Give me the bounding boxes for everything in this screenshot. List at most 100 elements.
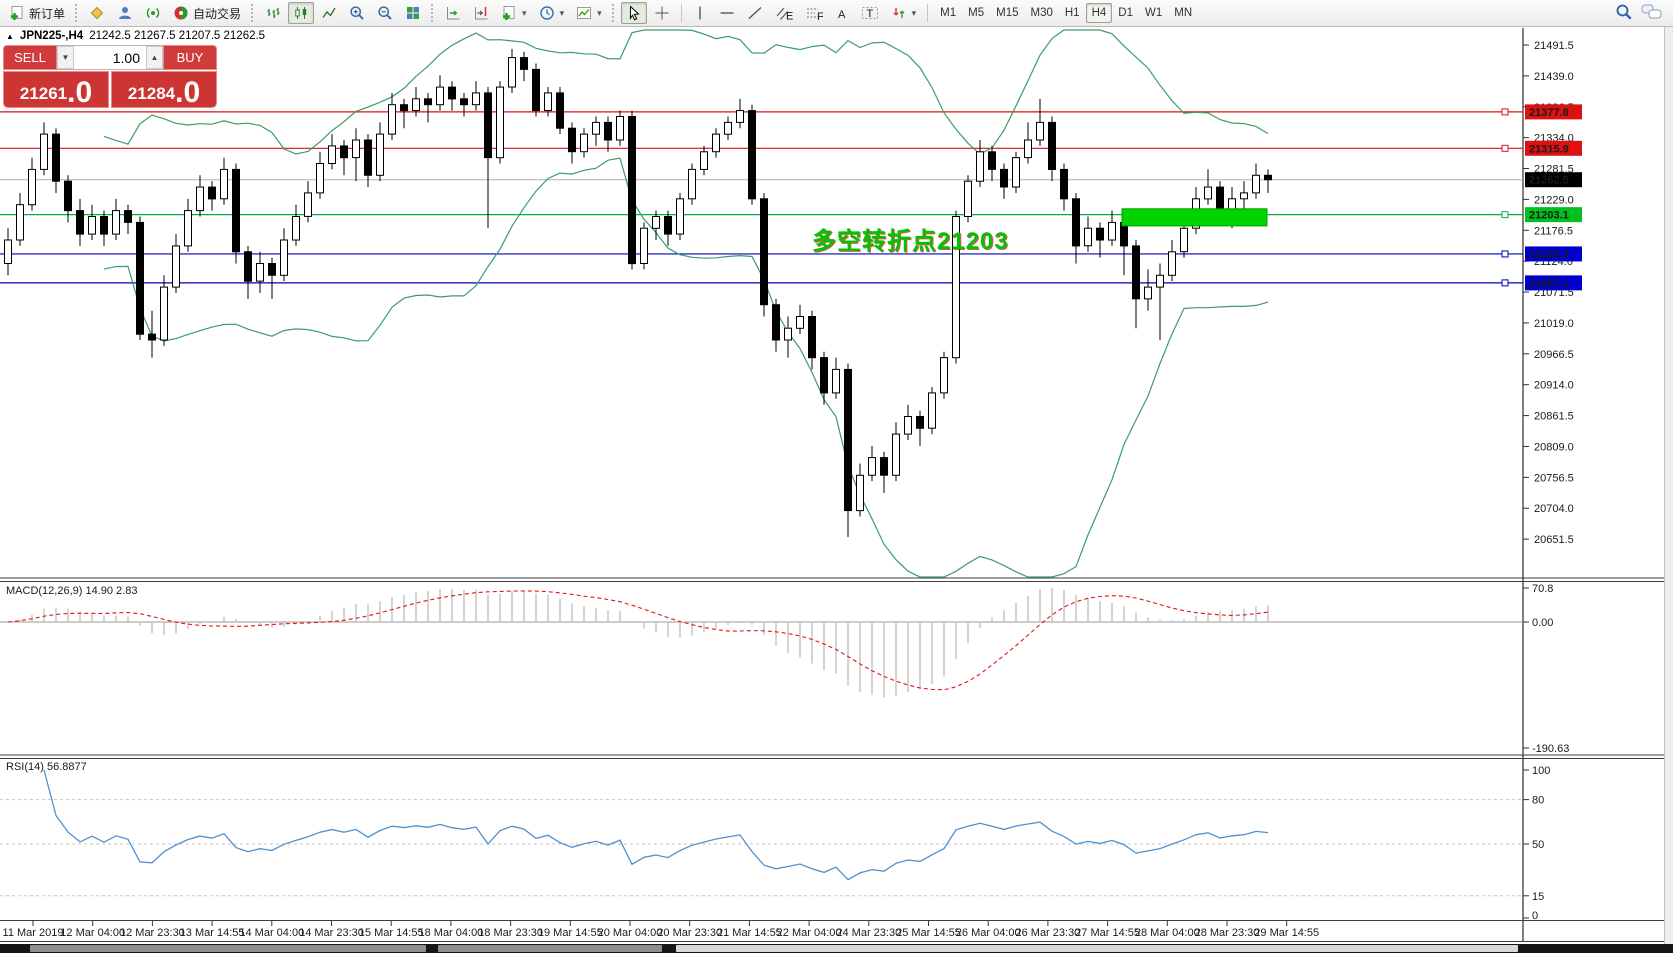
- svg-text:21136.3: 21136.3: [1529, 249, 1568, 261]
- search-icon[interactable]: [1615, 3, 1633, 24]
- crosshair-icon: [655, 6, 669, 20]
- svg-text:22 Mar 04:00: 22 Mar 04:00: [777, 927, 842, 939]
- rsi-panel[interactable]: 100 80 50 15 0: [0, 765, 1550, 922]
- volume-decrease-button[interactable]: ▼: [57, 46, 74, 69]
- line-chart-button[interactable]: [316, 2, 342, 24]
- svg-text:20704.0: 20704.0: [1534, 503, 1574, 515]
- svg-text:19 Mar 14:55: 19 Mar 14:55: [538, 927, 603, 939]
- tile-windows-icon: [407, 7, 420, 19]
- chart-shift-icon: [475, 7, 488, 20]
- profile-icon: [119, 7, 132, 19]
- bollinger-bands: [103, 29, 1269, 578]
- text-icon: A: [838, 9, 846, 21]
- svg-text:21229.0: 21229.0: [1534, 194, 1574, 206]
- toolbar-separator: [680, 4, 682, 22]
- bottom-strip-segment: [30, 945, 426, 952]
- timeframe-m5[interactable]: M5: [968, 7, 985, 19]
- buy-price-display[interactable]: 21284.0: [111, 71, 217, 108]
- auto-scroll-icon: [447, 7, 460, 20]
- timeframe-w1[interactable]: W1: [1144, 7, 1163, 19]
- svg-text:20966.5: 20966.5: [1534, 349, 1574, 361]
- svg-text:0.00: 0.00: [1532, 617, 1553, 629]
- volume-value[interactable]: 1.00: [112, 49, 140, 66]
- timeframe-m1[interactable]: M1: [940, 7, 957, 19]
- chat-icon[interactable]: [1641, 3, 1663, 24]
- svg-text:26 Mar 23:30: 26 Mar 23:30: [1015, 927, 1080, 939]
- svg-text:20914.0: 20914.0: [1534, 380, 1574, 392]
- svg-text:F: F: [817, 11, 823, 21]
- period-dropdown[interactable]: ▾: [534, 2, 570, 24]
- chevron-down-icon: ▾: [597, 7, 602, 18]
- chart-annotation-text[interactable]: 多空转折点21203: [812, 228, 1009, 255]
- sell-price-int: 21261: [19, 84, 68, 103]
- zoom-in-button[interactable]: [344, 2, 370, 24]
- candlestick-chart-button[interactable]: [288, 2, 315, 24]
- fibonacci-tool[interactable]: F: [800, 2, 828, 24]
- macd-indicator-label: MACD(12,26,9) 14.90 2.83: [6, 585, 138, 597]
- cursor-tool-button[interactable]: [620, 2, 647, 24]
- svg-text:21176.5: 21176.5: [1534, 225, 1573, 237]
- zoom-out-button[interactable]: [372, 2, 398, 24]
- svg-text:21491.5: 21491.5: [1534, 40, 1574, 52]
- bookmark-button[interactable]: [84, 2, 110, 24]
- svg-text:100: 100: [1532, 765, 1550, 777]
- timeframe-h4[interactable]: H4: [1085, 3, 1113, 23]
- community-button[interactable]: [112, 2, 138, 24]
- volume-increase-button[interactable]: ▲: [146, 46, 163, 69]
- candlestick-icon: [295, 7, 307, 19]
- timeframe-bar: M1 M5 M15 M30 H1 H4 D1 W1 MN: [934, 3, 1198, 23]
- sell-button[interactable]: SELL: [3, 45, 57, 70]
- sell-price-display[interactable]: 21261.0: [3, 71, 109, 108]
- crosshair-tool-button[interactable]: [649, 2, 675, 24]
- buy-price-dec: .0: [175, 75, 201, 109]
- new-order-button[interactable]: 新订单: [4, 2, 70, 24]
- toolbar-grip: [611, 4, 616, 22]
- toolbar-grip: [431, 4, 435, 22]
- svg-text:15 Mar 14:55: 15 Mar 14:55: [359, 927, 424, 939]
- svg-text:20861.5: 20861.5: [1534, 411, 1574, 423]
- svg-text:-190.63: -190.63: [1532, 743, 1569, 755]
- horizontal-line-tool[interactable]: [714, 2, 740, 24]
- trendline-icon: [748, 6, 762, 20]
- svg-text:18 Mar 04:00: 18 Mar 04:00: [418, 927, 483, 939]
- new-chart-icon: [503, 6, 515, 20]
- svg-text:0: 0: [1532, 910, 1538, 922]
- equidistant-channel-tool[interactable]: E: [770, 2, 798, 24]
- macd-panel[interactable]: 70.8 0.00 -190.63: [0, 583, 1569, 755]
- chart-shift-button[interactable]: [468, 2, 494, 24]
- svg-text:14 Mar 23:30: 14 Mar 23:30: [299, 927, 364, 939]
- text-tool[interactable]: A: [830, 2, 854, 24]
- auto-scroll-button[interactable]: [440, 2, 466, 24]
- chevron-down-icon: ▾: [559, 7, 565, 18]
- vertical-line-tool[interactable]: [688, 2, 712, 24]
- buy-button[interactable]: BUY: [163, 45, 217, 70]
- autotrading-icon: [173, 5, 189, 21]
- timeframe-mn[interactable]: MN: [1174, 7, 1193, 19]
- text-label-icon: T: [861, 7, 878, 20]
- text-label-tool[interactable]: T: [856, 2, 884, 24]
- signals-button[interactable]: [140, 2, 166, 24]
- collapse-icon[interactable]: ▲: [6, 31, 14, 41]
- svg-text:20756.5: 20756.5: [1534, 472, 1574, 484]
- chevron-down-icon: ▾: [522, 7, 527, 18]
- tile-windows-button[interactable]: [400, 2, 426, 24]
- bar-chart-button[interactable]: [260, 2, 286, 24]
- timeframe-m15[interactable]: M15: [996, 7, 1019, 19]
- templates-dropdown[interactable]: ▾: [571, 2, 607, 24]
- main-toolbar: 新订单 自动交易 ▾ ▾ ▾ E F A T ▾ M: [0, 0, 1673, 27]
- trendline-tool[interactable]: [742, 2, 768, 24]
- new-chart-dropdown[interactable]: ▾: [496, 2, 532, 24]
- autotrading-button[interactable]: 自动交易: [168, 2, 246, 24]
- svg-text:A: A: [838, 9, 846, 21]
- timeframe-h1[interactable]: H1: [1064, 7, 1080, 19]
- arrows-dropdown[interactable]: ▾: [886, 2, 922, 24]
- highlight-zone[interactable]: [1121, 208, 1268, 227]
- bar-chart-icon: [267, 8, 280, 18]
- channel-icon: E: [776, 7, 793, 21]
- timeframe-m30[interactable]: M30: [1030, 7, 1053, 19]
- svg-text:20 Mar 04:00: 20 Mar 04:00: [598, 927, 663, 939]
- timeframe-d1[interactable]: D1: [1118, 7, 1133, 19]
